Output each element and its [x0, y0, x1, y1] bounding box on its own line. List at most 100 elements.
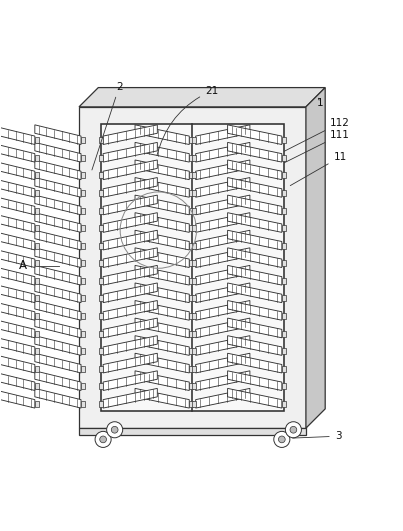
Circle shape — [107, 422, 123, 438]
Bar — [99, 138, 103, 143]
Bar — [81, 190, 85, 196]
Bar — [192, 348, 196, 354]
Polygon shape — [196, 248, 250, 268]
Polygon shape — [103, 283, 157, 303]
Bar — [189, 278, 193, 284]
Bar — [99, 155, 103, 161]
Polygon shape — [135, 388, 189, 408]
Polygon shape — [228, 142, 282, 162]
Bar — [81, 313, 85, 319]
Polygon shape — [0, 213, 35, 233]
Bar — [81, 208, 85, 213]
Polygon shape — [35, 125, 81, 144]
Polygon shape — [103, 371, 157, 390]
Polygon shape — [228, 248, 282, 268]
Polygon shape — [103, 213, 157, 233]
Polygon shape — [35, 195, 81, 215]
Bar — [35, 331, 39, 337]
Bar — [192, 366, 196, 372]
Polygon shape — [35, 266, 81, 285]
Polygon shape — [135, 301, 189, 320]
Bar — [192, 155, 196, 161]
Polygon shape — [196, 142, 250, 162]
Polygon shape — [103, 195, 157, 215]
Text: 111: 111 — [284, 130, 350, 162]
Bar — [189, 208, 193, 213]
Polygon shape — [35, 283, 81, 303]
Bar — [99, 173, 103, 178]
Bar — [81, 366, 85, 372]
Polygon shape — [0, 283, 35, 303]
Bar — [35, 383, 39, 389]
Polygon shape — [135, 353, 189, 373]
Bar — [35, 348, 39, 354]
Bar — [189, 190, 193, 196]
Polygon shape — [228, 213, 282, 233]
Bar — [35, 295, 39, 302]
Polygon shape — [0, 353, 35, 373]
Bar — [35, 208, 39, 213]
Polygon shape — [135, 318, 189, 338]
Polygon shape — [196, 177, 250, 197]
Bar — [101, 124, 284, 412]
Polygon shape — [103, 248, 157, 268]
Bar — [99, 366, 103, 372]
Polygon shape — [35, 160, 81, 179]
Polygon shape — [103, 230, 157, 250]
Polygon shape — [103, 177, 157, 197]
Bar — [282, 383, 286, 389]
Polygon shape — [35, 301, 81, 320]
Polygon shape — [196, 301, 250, 320]
Bar — [189, 366, 193, 372]
Polygon shape — [196, 213, 250, 233]
Polygon shape — [103, 125, 157, 144]
Bar — [81, 173, 85, 178]
Polygon shape — [196, 371, 250, 390]
Polygon shape — [103, 318, 157, 338]
Bar — [192, 225, 196, 231]
Polygon shape — [228, 125, 282, 144]
Bar — [81, 155, 85, 161]
Bar — [81, 348, 85, 354]
Bar — [81, 295, 85, 302]
Polygon shape — [0, 371, 35, 390]
Bar — [189, 155, 193, 161]
Bar — [189, 331, 193, 337]
Polygon shape — [135, 230, 189, 250]
Polygon shape — [35, 177, 81, 197]
Bar — [192, 260, 196, 266]
Bar — [282, 138, 286, 143]
Polygon shape — [35, 248, 81, 268]
Bar — [189, 138, 193, 143]
Polygon shape — [228, 177, 282, 197]
Polygon shape — [35, 353, 81, 373]
Bar — [192, 208, 196, 213]
Bar — [99, 383, 103, 389]
Text: 1: 1 — [317, 98, 323, 108]
Bar — [189, 260, 193, 266]
Polygon shape — [196, 125, 250, 144]
Circle shape — [274, 431, 290, 448]
Polygon shape — [196, 388, 250, 408]
Bar — [282, 366, 286, 372]
Bar — [189, 401, 193, 407]
Polygon shape — [103, 353, 157, 373]
Text: 2: 2 — [92, 82, 123, 170]
Bar — [79, 428, 306, 435]
Polygon shape — [103, 388, 157, 408]
Bar — [189, 383, 193, 389]
Polygon shape — [0, 160, 35, 179]
Bar — [282, 401, 286, 407]
Bar — [99, 401, 103, 407]
Polygon shape — [0, 266, 35, 285]
Polygon shape — [35, 336, 81, 355]
Bar — [35, 138, 39, 143]
Polygon shape — [196, 160, 250, 179]
Circle shape — [285, 422, 301, 438]
Circle shape — [95, 431, 111, 448]
Polygon shape — [196, 195, 250, 215]
Polygon shape — [35, 371, 81, 390]
Bar — [99, 225, 103, 231]
Polygon shape — [135, 177, 189, 197]
Bar — [282, 278, 286, 284]
